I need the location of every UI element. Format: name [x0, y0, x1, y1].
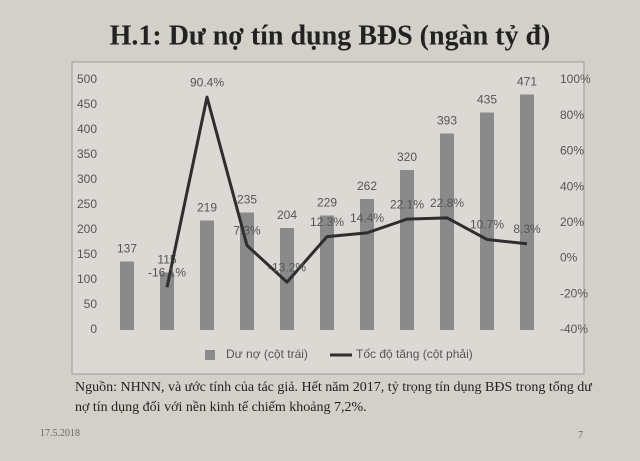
footer-date: 17.5.2018 [40, 428, 80, 439]
y2-tick-label: -20% [560, 286, 588, 300]
line-value-label: 22.8% [430, 196, 464, 210]
line-value-label: -13.2% [268, 260, 306, 274]
y-tick-label: 450 [77, 97, 97, 111]
line-value-label: 14.4% [350, 211, 384, 225]
y-tick-label: 250 [77, 197, 97, 211]
y2-tick-label: 60% [560, 144, 584, 158]
bar [440, 133, 454, 330]
page-number: 7 [578, 430, 583, 441]
line-value-label: 22.1% [390, 197, 424, 211]
y2-tick-label: -40% [560, 322, 588, 336]
bar-value-label: 262 [357, 179, 377, 193]
bar-value-label: 435 [477, 93, 497, 107]
y-tick-label: 200 [77, 222, 97, 236]
bar-value-label: 320 [397, 150, 417, 164]
bar [320, 215, 334, 330]
y-tick-label: 300 [77, 172, 97, 186]
line [165, 95, 528, 288]
legend-label: Dư nợ (cột trái) [226, 347, 308, 361]
bar [240, 212, 254, 330]
bar-value-label: 204 [277, 208, 297, 222]
bar [480, 112, 494, 330]
y-tick-label: 350 [77, 147, 97, 161]
y-tick-label: 150 [77, 247, 97, 261]
line-value-label: 12.3% [310, 215, 344, 229]
y2-tick-label: 40% [560, 179, 584, 193]
legend-label: Tốc độ tăng (cột phải) [356, 347, 473, 361]
bar [520, 94, 534, 330]
source-note: Nguồn: NHNN, và ước tính của tác giả. Hế… [75, 380, 592, 415]
line-value-label: 10.7% [470, 218, 504, 232]
legend-swatch [205, 350, 215, 360]
line-value-label: 90.4% [190, 75, 224, 89]
chart-title: H.1: Dư nợ tín dụng BĐS (ngàn tỷ đ) [110, 20, 551, 51]
bar [160, 272, 174, 330]
bar [200, 220, 214, 330]
y-tick-label: 100 [77, 272, 97, 286]
y-tick-label: 500 [77, 72, 97, 86]
line-value-label: -16.1% [148, 265, 186, 279]
y2-tick-label: 80% [560, 108, 584, 122]
y2-tick-label: 100% [560, 72, 591, 86]
y2-tick-label: 20% [560, 215, 584, 229]
bar-value-label: 229 [317, 196, 337, 210]
bar-value-label: 471 [517, 75, 537, 89]
bar-value-label: 219 [197, 201, 217, 215]
bar [280, 228, 294, 330]
bar [400, 170, 414, 330]
y-tick-label: 0 [90, 322, 97, 336]
y-tick-label: 400 [77, 122, 97, 136]
bar-value-label: 137 [117, 242, 137, 256]
y2-tick-label: 0% [560, 251, 578, 265]
line-value-label: 7.3% [233, 224, 261, 238]
bar [120, 261, 134, 330]
bar-value-label: 393 [437, 114, 457, 128]
y-tick-label: 50 [84, 297, 98, 311]
bar-value-label: 235 [237, 193, 257, 207]
line-value-label: 8.3% [513, 222, 541, 236]
